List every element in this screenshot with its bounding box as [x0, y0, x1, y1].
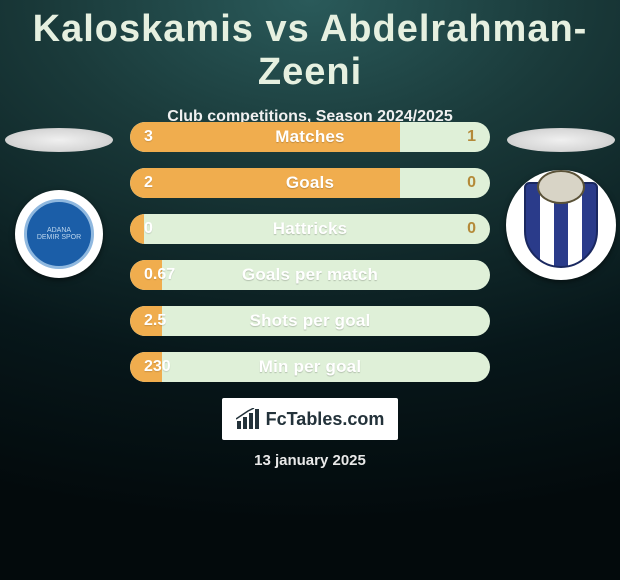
stat-row: 2.5Shots per goal: [130, 306, 490, 336]
stat-right-value: 0: [467, 174, 476, 192]
adana-badge-icon: ADANADEMIR SPOR: [24, 199, 94, 269]
stat-row: 2Goals0: [130, 168, 490, 198]
brand-chart-icon: [236, 408, 260, 430]
stat-label: Min per goal: [130, 357, 490, 377]
stat-right-value: 1: [467, 128, 476, 146]
stat-right-value: 0: [467, 220, 476, 238]
player-right-club-badge: [506, 170, 616, 280]
player-left-column: ADANADEMIR SPOR: [4, 128, 114, 278]
stat-label: Goals per match: [130, 265, 490, 285]
page-title: Kaloskamis vs Abdelrahman-Zeeni: [0, 0, 620, 94]
stats-container: 3Matches12Goals00Hattricks00.67Goals per…: [130, 122, 490, 382]
brand-text: FcTables.com: [266, 409, 385, 430]
stat-label: Goals: [130, 173, 490, 193]
player-right-column: [506, 128, 616, 280]
stat-label: Matches: [130, 127, 490, 147]
brand-badge: FcTables.com: [222, 398, 398, 440]
stat-label: Shots per goal: [130, 311, 490, 331]
player-right-silhouette: [507, 128, 615, 152]
stat-row: 0.67Goals per match: [130, 260, 490, 290]
stat-row: 0Hattricks0: [130, 214, 490, 244]
stat-row: 230Min per goal: [130, 352, 490, 382]
stat-row: 3Matches1: [130, 122, 490, 152]
lamia-badge-icon: [524, 182, 598, 268]
player-left-silhouette: [5, 128, 113, 152]
date-text: 13 january 2025: [0, 452, 620, 469]
stat-label: Hattricks: [130, 219, 490, 239]
player-left-club-badge: ADANADEMIR SPOR: [15, 190, 103, 278]
